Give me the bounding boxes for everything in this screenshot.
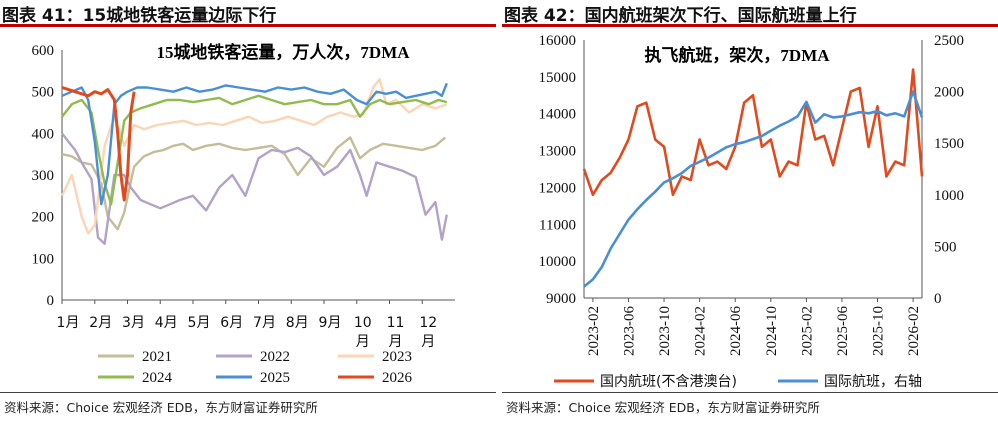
legend-label: 2022 bbox=[260, 349, 290, 365]
x-tick-label: 月 bbox=[421, 334, 435, 350]
series-line-2025 bbox=[61, 82, 448, 206]
chart-annotation: 15城地铁客运量，万人次，7DMA bbox=[156, 42, 410, 62]
legend-label: 2026 bbox=[382, 370, 413, 386]
source-note: 资料来源：Choice 宏观经济 EDB，东方财富证券研究所 bbox=[506, 400, 820, 415]
left-chart-panel: 图表 41：15城地铁客运量边际下行 0 100 200 300 400 500 600 1月… bbox=[0, 0, 496, 422]
metro-ridership-chart: 0 100 200 300 400 500 600 1月 2月 3月 4月 5月 6月 7月 8月 9月 10 月… bbox=[32, 42, 455, 386]
title-rule bbox=[0, 24, 496, 27]
chart-annotation: 执飞航班，架次，7DMA bbox=[644, 45, 830, 65]
legend-label: 国内航班(不含港澳台) bbox=[600, 374, 737, 390]
figure-title: 图表 41：15城地铁客运量边际下行 bbox=[2, 6, 277, 26]
x-tick-label: 9月 bbox=[319, 315, 342, 331]
y2-tick-label: 2000 bbox=[934, 85, 964, 101]
y2-tick-label: 0 bbox=[934, 291, 942, 307]
y-tick-label: 15000 bbox=[539, 70, 577, 86]
y-tick-label: 12000 bbox=[539, 180, 577, 196]
series-line-2021 bbox=[61, 136, 446, 231]
x-tick-label: 2月 bbox=[89, 315, 112, 331]
x-tick-label: 2024-10 bbox=[764, 306, 780, 356]
y-tick-label: 0 bbox=[47, 293, 55, 309]
y2-tick-label: 2500 bbox=[934, 33, 964, 49]
y2-tick-label: 500 bbox=[934, 239, 957, 255]
x-tick-label: 月 bbox=[389, 334, 403, 350]
x-tick-label: 4月 bbox=[155, 315, 178, 331]
series-line-2026 bbox=[61, 86, 136, 202]
x-tick-label: 2023-06 bbox=[621, 306, 637, 356]
y-tick-label: 10000 bbox=[539, 254, 577, 270]
y-tick-label: 14000 bbox=[539, 107, 577, 123]
y-tick-label: 500 bbox=[32, 85, 55, 101]
x-tick-label: 2024-02 bbox=[693, 306, 709, 356]
x-tick-label: 3月 bbox=[122, 315, 145, 331]
source-rule bbox=[0, 392, 496, 393]
y-tick-label: 300 bbox=[32, 168, 55, 184]
y-tick-label: 13000 bbox=[539, 144, 577, 160]
x-tick-label: 2023-02 bbox=[586, 306, 602, 356]
x-tick-label: 2024-06 bbox=[728, 306, 744, 356]
x-tick-label: 月 bbox=[356, 334, 370, 350]
right-chart-panel: 图表 42：国内航班架次下行、国际航班量上行 9000 10000 11000 120… bbox=[502, 0, 998, 422]
y-tick-label: 200 bbox=[32, 210, 55, 226]
y-tick-label: 9000 bbox=[546, 291, 576, 307]
source-note: 资料来源：Choice 宏观经济 EDB，东方财富证券研究所 bbox=[4, 400, 318, 415]
legend-label: 2025 bbox=[260, 370, 290, 386]
x-tick-label: 7月 bbox=[253, 315, 276, 331]
x-tick-label: 2025-10 bbox=[871, 306, 887, 356]
series-line-2022 bbox=[61, 132, 448, 246]
legend-label: 2021 bbox=[142, 349, 172, 365]
y-tick-label: 100 bbox=[32, 251, 55, 267]
international-flights-line bbox=[583, 90, 924, 288]
x-tick-label: 12 bbox=[419, 315, 437, 331]
y2-tick-label: 1500 bbox=[934, 136, 964, 152]
x-tick-label: 2023-10 bbox=[657, 306, 673, 356]
legend-label: 2024 bbox=[142, 370, 173, 386]
y-tick-label: 600 bbox=[32, 43, 55, 59]
y-tick-label: 16000 bbox=[539, 33, 577, 49]
x-tick-label: 8月 bbox=[286, 315, 309, 331]
y2-tick-label: 1000 bbox=[934, 188, 964, 204]
domestic-flights-line bbox=[582, 68, 924, 197]
figure-title: 图表 42：国内航班架次下行、国际航班量上行 bbox=[504, 6, 857, 26]
source-rule bbox=[502, 392, 998, 393]
x-tick-label: 5月 bbox=[188, 315, 211, 331]
legend-label: 2023 bbox=[382, 349, 412, 365]
x-tick-label: 11 bbox=[387, 315, 405, 331]
x-tick-label: 6月 bbox=[220, 315, 243, 331]
x-tick-label: 2025-02 bbox=[799, 306, 815, 356]
y-tick-label: 11000 bbox=[539, 217, 576, 233]
x-tick-label: 2026-02 bbox=[906, 306, 922, 356]
legend-label: 国际航班，右轴 bbox=[824, 374, 922, 390]
flights-chart: 9000 10000 11000 12000 13000 14000 15000 16000 0… bbox=[539, 33, 965, 390]
x-tick-label: 10 bbox=[354, 315, 372, 331]
y-tick-label: 400 bbox=[32, 126, 55, 142]
series-line-2024 bbox=[61, 94, 448, 206]
title-rule bbox=[502, 24, 998, 27]
x-tick-label: 2025-06 bbox=[835, 306, 851, 356]
x-tick-label: 1月 bbox=[57, 315, 80, 331]
